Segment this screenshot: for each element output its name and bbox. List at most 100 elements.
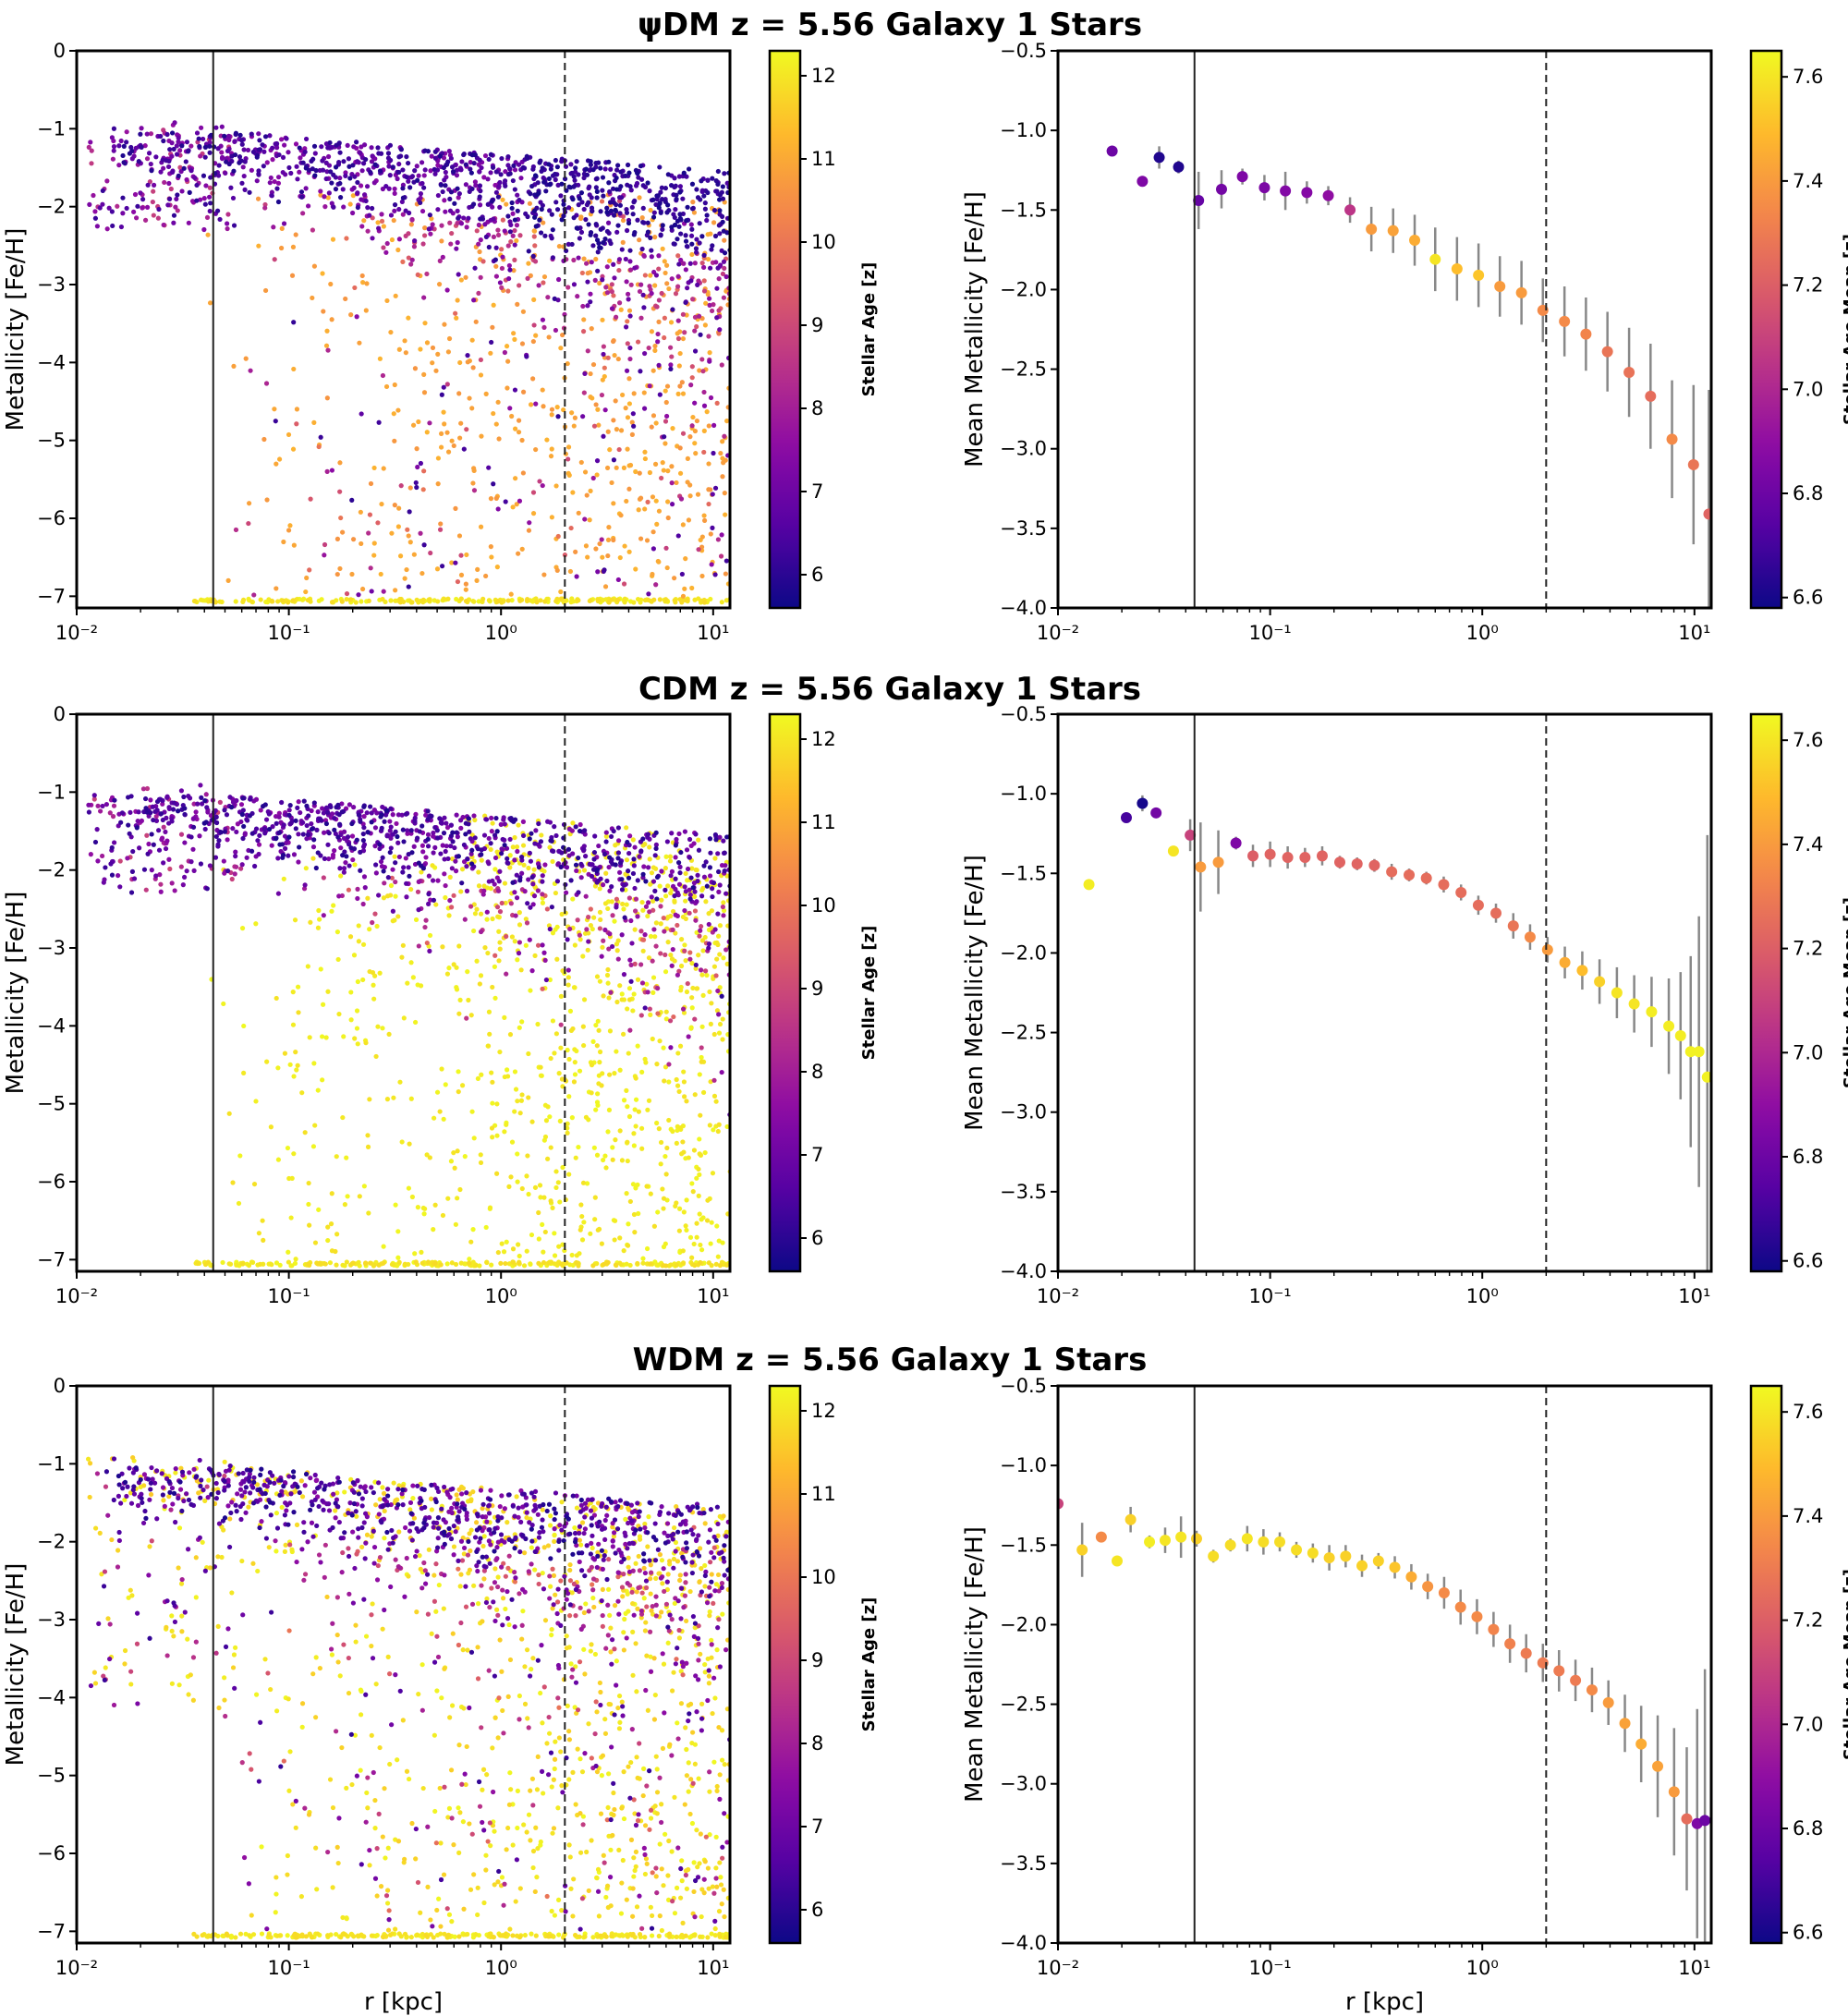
star-point bbox=[545, 819, 551, 824]
star-point bbox=[507, 406, 513, 411]
star-point bbox=[613, 862, 618, 868]
star-point bbox=[581, 206, 587, 213]
star-point bbox=[329, 180, 334, 186]
star-point bbox=[286, 528, 292, 533]
star-point bbox=[531, 297, 537, 302]
star-point bbox=[721, 907, 727, 914]
star-point bbox=[594, 237, 601, 243]
star-point bbox=[522, 889, 528, 894]
star-point bbox=[595, 1227, 601, 1233]
star-point bbox=[392, 438, 397, 443]
star-point bbox=[669, 502, 675, 507]
star-point bbox=[689, 866, 695, 871]
star-point bbox=[248, 796, 253, 802]
star-point bbox=[675, 972, 681, 978]
row-title: CDM z = 5.56 Galaxy 1 Stars bbox=[638, 671, 1141, 708]
star-point bbox=[440, 944, 445, 950]
star-point bbox=[349, 571, 355, 577]
star-point bbox=[560, 968, 565, 974]
star-point bbox=[649, 870, 655, 876]
star-point bbox=[404, 566, 409, 573]
star-point bbox=[453, 560, 458, 565]
star-point bbox=[512, 227, 517, 234]
star-point bbox=[640, 1260, 646, 1266]
stars-panel: 10⁻² 10⁻¹ 10⁰ 10¹0−1−2−3−4−5−6−7Metallicity… bbox=[2, 703, 879, 1307]
star-point bbox=[86, 144, 91, 150]
star-point bbox=[331, 172, 336, 177]
star-point bbox=[565, 982, 571, 988]
star-point bbox=[585, 348, 590, 354]
star-point bbox=[526, 1095, 531, 1100]
star-point bbox=[240, 795, 246, 801]
star-point bbox=[713, 260, 719, 265]
star-point bbox=[275, 599, 281, 604]
star-point bbox=[395, 1255, 401, 1260]
star-point bbox=[675, 1051, 681, 1056]
star-point bbox=[591, 915, 597, 920]
star-point bbox=[721, 913, 726, 918]
star-point bbox=[242, 159, 248, 164]
star-point bbox=[558, 864, 564, 870]
star-point bbox=[420, 241, 426, 247]
star-point bbox=[249, 131, 254, 137]
star-point bbox=[680, 593, 687, 599]
star-point bbox=[635, 339, 641, 345]
star-point bbox=[233, 527, 239, 533]
star-point bbox=[103, 801, 110, 808]
star-point bbox=[537, 160, 542, 165]
star-point bbox=[516, 822, 521, 828]
star-point bbox=[245, 818, 250, 823]
star-point bbox=[179, 143, 185, 149]
star-point bbox=[549, 236, 554, 241]
star-point bbox=[140, 786, 147, 792]
star-point bbox=[287, 1062, 293, 1067]
star-point bbox=[493, 169, 499, 175]
star-point bbox=[699, 1247, 705, 1253]
star-point bbox=[245, 147, 251, 153]
star-point bbox=[296, 859, 301, 865]
star-point bbox=[329, 468, 335, 473]
star-point bbox=[277, 842, 283, 847]
star-point bbox=[597, 978, 603, 984]
star-point bbox=[650, 529, 656, 535]
star-point bbox=[577, 828, 583, 834]
star-point bbox=[561, 407, 566, 413]
star-point bbox=[302, 1130, 308, 1136]
star-point bbox=[414, 484, 419, 491]
star-point bbox=[379, 218, 385, 225]
star-point bbox=[664, 281, 670, 286]
star-point bbox=[438, 444, 444, 450]
star-point bbox=[408, 828, 414, 833]
star-point bbox=[363, 198, 369, 204]
star-point bbox=[716, 1238, 722, 1244]
star-point bbox=[469, 152, 475, 158]
star-point bbox=[459, 1083, 466, 1088]
star-point bbox=[303, 866, 309, 871]
star-point bbox=[441, 1116, 446, 1122]
star-point bbox=[327, 140, 333, 146]
star-point bbox=[717, 197, 723, 202]
star-point bbox=[257, 138, 262, 143]
star-point bbox=[495, 506, 501, 512]
colorbar-tick-label: 12 bbox=[811, 65, 836, 87]
star-point bbox=[203, 183, 209, 188]
star-point bbox=[683, 916, 688, 922]
star-point bbox=[641, 390, 647, 395]
star-point bbox=[662, 929, 667, 934]
star-point bbox=[490, 204, 495, 210]
colorbar-tick-label: 10 bbox=[811, 894, 836, 917]
star-point bbox=[481, 883, 487, 889]
star-point bbox=[570, 599, 576, 604]
star-point bbox=[111, 148, 116, 153]
star-point bbox=[632, 1107, 638, 1112]
star-point bbox=[467, 395, 472, 401]
star-point bbox=[676, 831, 682, 837]
star-point bbox=[318, 817, 323, 822]
star-point bbox=[696, 837, 701, 843]
star-point bbox=[188, 143, 194, 149]
star-point bbox=[517, 878, 523, 883]
star-point bbox=[649, 329, 655, 334]
star-point bbox=[329, 600, 335, 605]
mean-point bbox=[1230, 837, 1242, 849]
star-point bbox=[566, 184, 572, 189]
